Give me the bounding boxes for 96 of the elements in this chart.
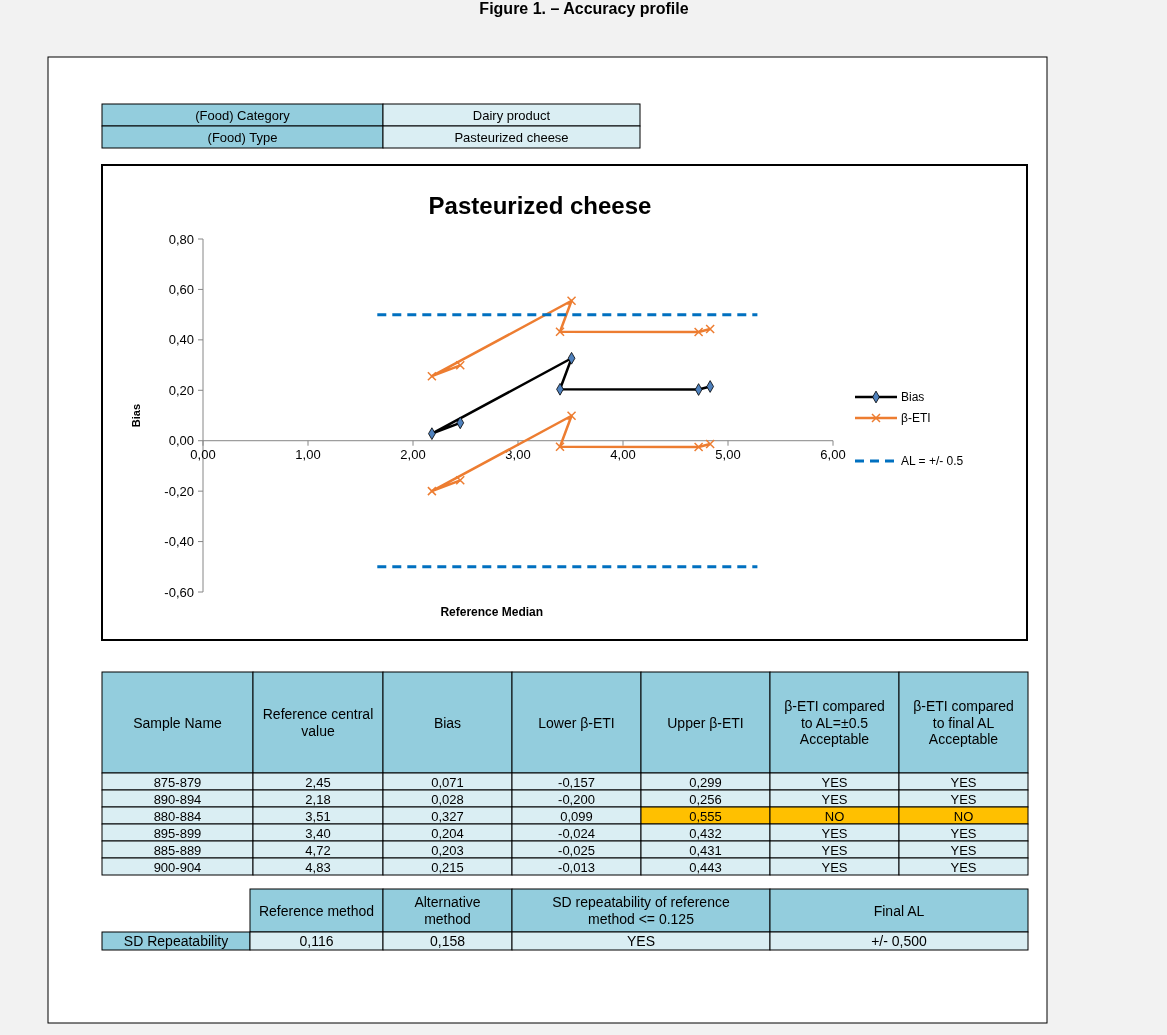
text: YES (950, 774, 977, 789)
text: 895-899 (153, 825, 202, 840)
point (566, 296, 577, 306)
text: YES (626, 933, 656, 949)
text: 0,299 (689, 774, 722, 789)
text: Reference method (258, 902, 375, 919)
point (427, 486, 437, 496)
text: -0,157 (558, 774, 595, 789)
y-tick-label: 0,20 (168, 382, 194, 398)
point (555, 442, 565, 452)
text: YES (821, 825, 848, 840)
text: Upper β-ETI (667, 714, 744, 731)
text: 890-894 (153, 791, 202, 806)
text: 0,432 (689, 825, 722, 840)
text: 875-879 (153, 774, 202, 789)
caption: Figure 1. – Accuracy profile (479, 0, 689, 17)
text: Bias (433, 714, 462, 731)
text: YES (821, 842, 848, 857)
y-tick-label: 0,00 (168, 433, 194, 449)
x-axis-title: Reference Median (440, 605, 544, 619)
text: (Food) Type (207, 129, 278, 145)
text: 3,51 (305, 808, 331, 823)
point (455, 475, 465, 486)
y-axis-title: Bias (130, 403, 142, 428)
text: 0,204 (431, 825, 464, 840)
y-tick-label: 0,80 (168, 231, 194, 247)
point (566, 411, 577, 421)
text: YES (950, 825, 977, 840)
text: 0,443 (689, 859, 722, 874)
text: 885-889 (153, 842, 202, 857)
legend-label: β-ETI (901, 411, 931, 425)
text: SD repeatability of reference method <= 0.125 (552, 894, 730, 927)
point (555, 327, 565, 337)
text: 0,071 (431, 774, 464, 789)
text: YES (821, 774, 848, 789)
text: β-ETI compared to AL=±0.5 Acceptable (784, 698, 885, 747)
text: 900-904 (153, 859, 202, 874)
text: 0,028 (431, 791, 464, 806)
x-tick-label: 6,00 (820, 446, 846, 462)
text: β-ETI compared to final AL Acceptable (913, 698, 1014, 747)
point (455, 360, 465, 371)
point (705, 439, 715, 449)
text: 0,203 (431, 842, 464, 857)
text: Dairy product (472, 107, 551, 123)
text: Pasteurized cheese (454, 129, 569, 145)
chart-title: Pasteurized cheese (428, 192, 652, 219)
text: 3,40 (305, 825, 331, 840)
text: YES (950, 842, 977, 857)
text: Alternative method (414, 894, 481, 927)
point (693, 442, 704, 452)
text: 0,158 (429, 933, 466, 949)
y-tick-label: -0,40 (164, 534, 194, 550)
x-tick-label: 5,00 (715, 446, 741, 462)
text: -0,200 (558, 791, 595, 806)
x-tick-label: 0,00 (190, 446, 216, 462)
x-tick-label: 1,00 (295, 446, 321, 462)
text: YES (821, 791, 848, 806)
text: 0,215 (431, 859, 464, 874)
text: +/- 0,500 (871, 933, 928, 949)
text: -0,025 (558, 842, 595, 857)
text: NO (953, 808, 974, 823)
text: 880-884 (153, 808, 202, 823)
text: 2,18 (305, 791, 331, 806)
text: 4,83 (305, 859, 331, 874)
text: 0,256 (689, 791, 722, 806)
text: (Food) Category (195, 107, 291, 123)
text: 0,327 (431, 808, 464, 823)
text: NO (824, 808, 845, 823)
text: 0,431 (689, 842, 722, 857)
y-tick-label: 0,60 (168, 281, 194, 297)
text: 0,116 (299, 933, 334, 949)
text: 0,099 (560, 808, 593, 823)
text: Reference central value (262, 706, 374, 739)
x-tick-label: 4,00 (610, 446, 636, 462)
text: Final AL (873, 902, 925, 919)
text: 0,555 (689, 808, 722, 823)
point (705, 324, 715, 334)
y-tick-label: 0,40 (168, 332, 194, 348)
text: YES (950, 859, 977, 874)
text: SD Repeatability (123, 933, 229, 949)
point (693, 327, 704, 337)
x-tick-label: 2,00 (400, 446, 426, 462)
legend-label: AL = +/- 0.5 (901, 454, 964, 468)
text: 4,72 (305, 842, 331, 857)
y-tick-label: -0,60 (164, 584, 194, 600)
y-tick-label: -0,20 (164, 483, 194, 499)
text: 2,45 (305, 774, 331, 789)
point (427, 371, 437, 381)
text: Lower β-ETI (538, 714, 615, 731)
text: YES (821, 859, 848, 874)
legend-label: Bias (901, 390, 925, 404)
text: Sample Name (133, 714, 223, 731)
text: -0,013 (558, 859, 595, 874)
text: YES (950, 791, 977, 806)
text: -0,024 (558, 825, 595, 840)
x-tick-label: 3,00 (505, 446, 531, 462)
